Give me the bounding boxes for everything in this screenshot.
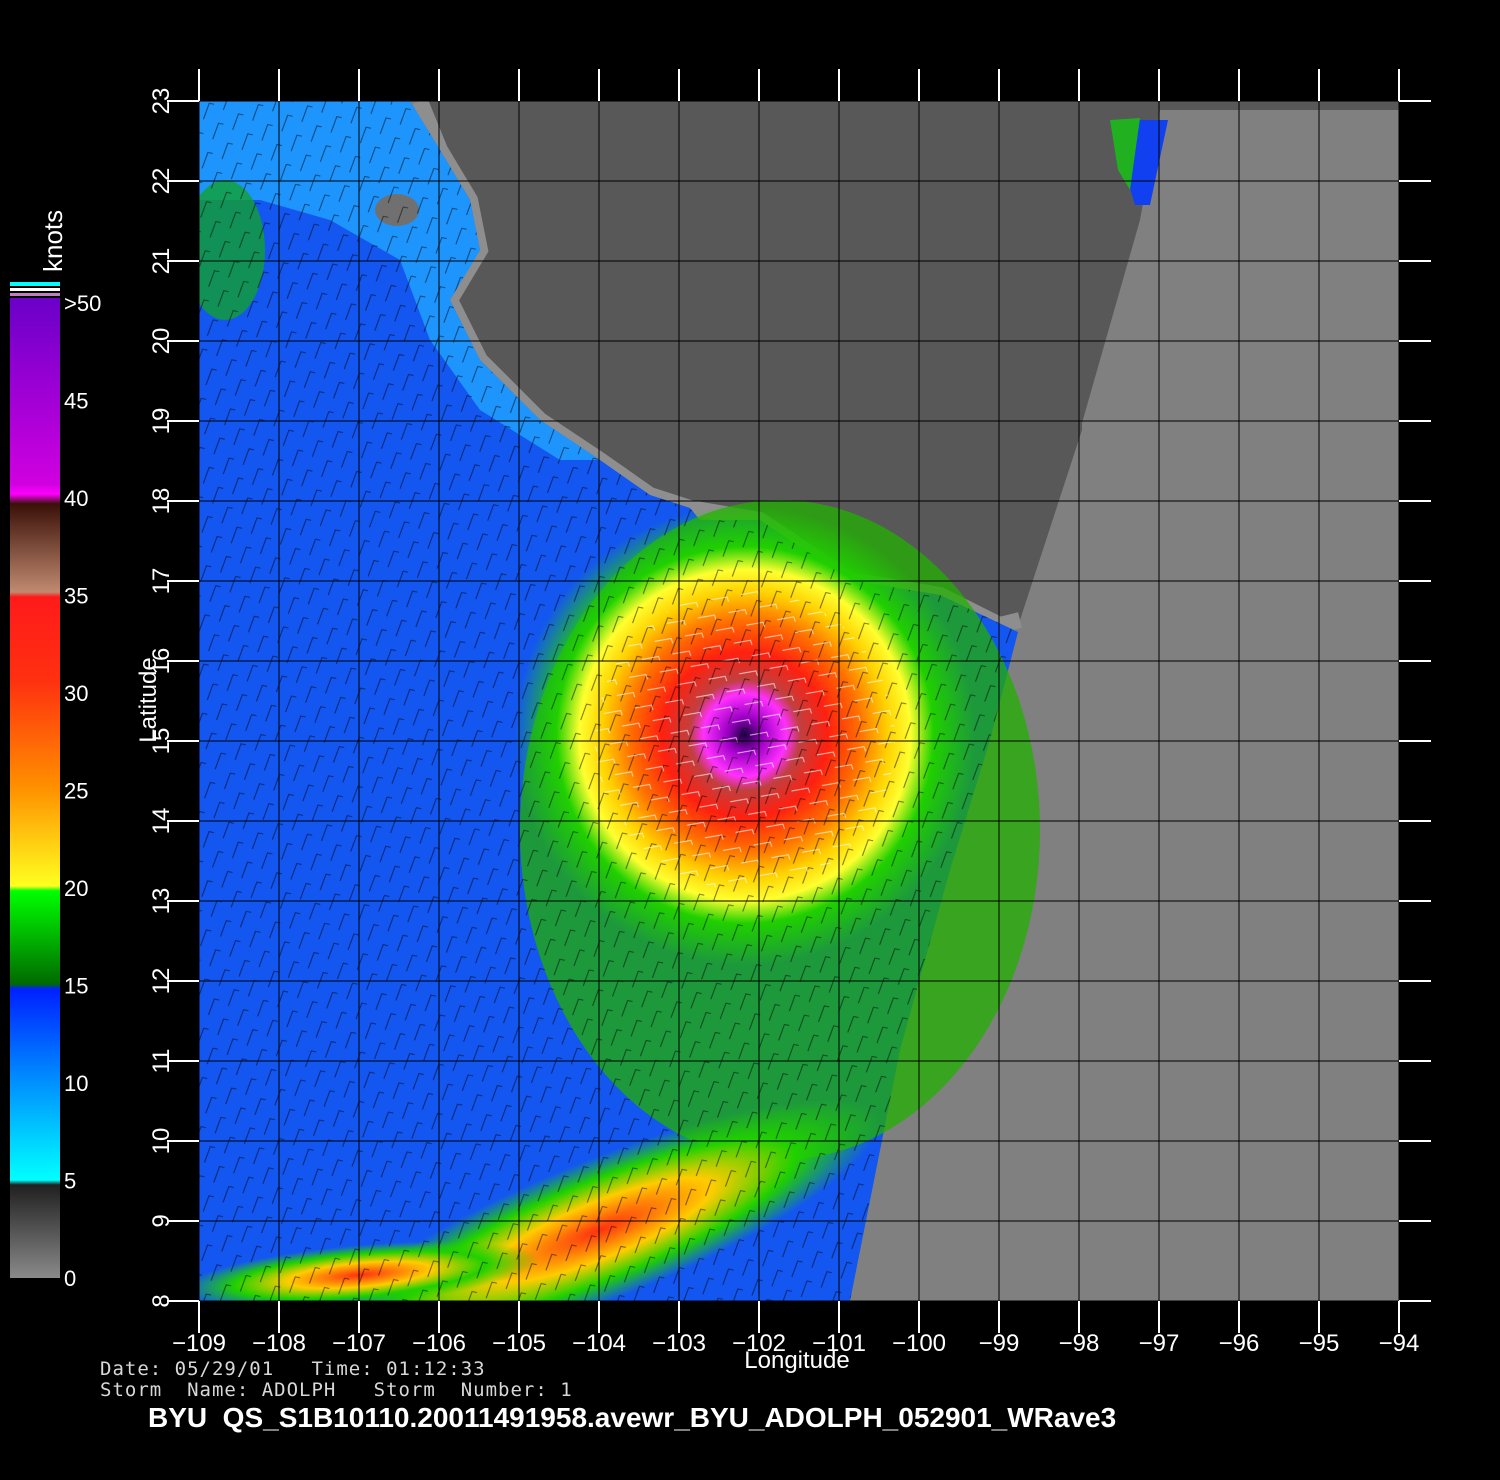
land-mass-east	[1080, 101, 1399, 430]
colorbar-label: 40	[64, 486, 88, 511]
colorbar-label: 45	[64, 389, 88, 414]
y-tick-label: 22	[148, 168, 175, 195]
x-tick-label: −99	[979, 1330, 1020, 1357]
colorbar-unit: knots	[38, 210, 68, 272]
colorbar-label: 20	[64, 876, 88, 901]
colorbar-label: 35	[64, 584, 88, 609]
y-tick-label: 20	[148, 328, 175, 355]
storm-name-line: Storm Name: ADOLPH Storm Number: 1	[100, 1379, 573, 1401]
y-tick-label: 8	[148, 1294, 175, 1307]
x-axis-title: Longitude	[744, 1347, 849, 1374]
colorbar-labels: >50 45 40 35 30 25 20 15 10 5 0	[64, 291, 101, 1291]
y-tick-label: 17	[148, 568, 175, 595]
y-tick-label: 19	[148, 408, 175, 435]
colorbar-top-stripe-2	[10, 288, 60, 291]
x-tick-label: −105	[492, 1330, 546, 1357]
colorbar-label: 25	[64, 779, 88, 804]
colorbar-label: 15	[64, 974, 88, 999]
y-tick-label: 23	[148, 88, 175, 115]
y-tick-label: 18	[148, 488, 175, 515]
y-tick-label: 12	[148, 968, 175, 995]
x-tick-label: −109	[172, 1330, 226, 1357]
y-tick-label: 13	[148, 888, 175, 915]
land-mass	[420, 101, 1082, 625]
date-time-line: Date: 05/29/01 Time: 01:12:33	[100, 1358, 486, 1380]
x-tick-label: −108	[252, 1330, 306, 1357]
y-tick-label: 15	[148, 728, 175, 755]
colorbar-label: 30	[64, 681, 88, 706]
x-tick-label: −101	[812, 1330, 866, 1357]
y-axis-title: Latitude	[135, 657, 162, 742]
colorbar-label: >50	[64, 291, 101, 316]
x-tick-label: −107	[332, 1330, 386, 1357]
y-tick-label: 10	[148, 1128, 175, 1155]
colorbar-label: 10	[64, 1071, 88, 1096]
x-tick-label: −97	[1139, 1330, 1180, 1357]
file-title: BYU QS_S1B10110.20011491958.avewr_BYU_AD…	[148, 1402, 1117, 1433]
y-tick-label: 11	[148, 1049, 175, 1074]
colorbar-top-stripe	[10, 282, 60, 286]
y-tick-label: 9	[148, 1214, 175, 1227]
x-tick-label: −106	[412, 1330, 466, 1357]
x-tick-label: −95	[1299, 1330, 1340, 1357]
y-tick-label: 14	[148, 808, 175, 835]
y-tick-label: 16	[148, 648, 175, 675]
x-tick-label: −104	[572, 1330, 626, 1357]
lat-lon-grid	[198, 100, 1400, 1302]
x-tick-label: −100	[892, 1330, 946, 1357]
x-tick-label: −98	[1059, 1330, 1100, 1357]
x-tick-label: −102	[732, 1330, 786, 1357]
colorbar-label: 5	[64, 1169, 76, 1194]
x-tick-label: −103	[652, 1330, 706, 1357]
colorbar	[10, 298, 60, 1278]
x-tick-label: −96	[1219, 1330, 1260, 1357]
x-tick-label: −94	[1379, 1330, 1420, 1357]
y-tick-label: 21	[148, 248, 175, 275]
colorbar-top-stripe-3	[10, 293, 60, 296]
east-swath-green	[1110, 118, 1140, 190]
colorbar-label: 0	[64, 1266, 76, 1291]
wind-barbs-core	[595, 590, 895, 890]
axes: −109 −108 −107 −106 −105 −104 −103 −102 −101 −100…	[148, 69, 1431, 1357]
